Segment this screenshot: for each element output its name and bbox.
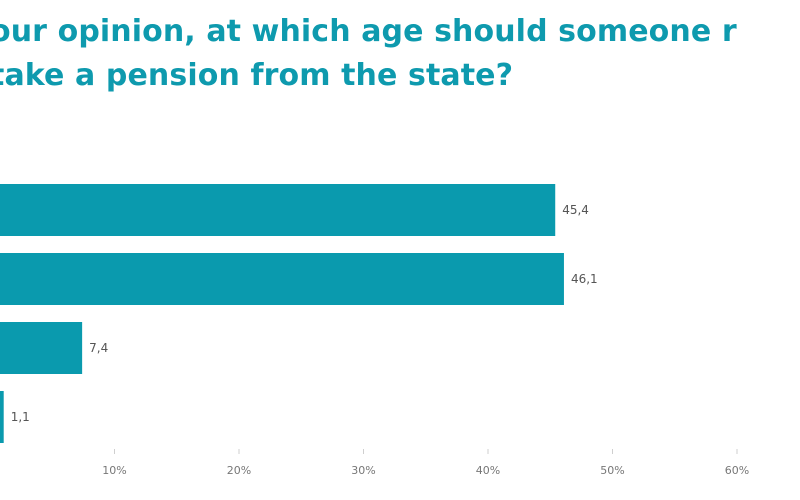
- bar-value-label: 45,4: [562, 203, 589, 217]
- chart-title: our opinion, at which age should someone…: [0, 10, 800, 98]
- x-tick-label: 60%: [725, 464, 749, 477]
- bar: [0, 253, 564, 305]
- x-tick-label: 50%: [600, 464, 624, 477]
- bars-group: [0, 184, 564, 443]
- value-labels-group: 45,4 46,1 7,4 1,1: [11, 203, 598, 424]
- bar-value-label: 46,1: [571, 272, 598, 286]
- chart-title-line-2: take a pension from the state?: [0, 58, 514, 93]
- x-axis-labels: 10% 20% 30% 40% 50% 60%: [102, 464, 749, 477]
- chart-title-line-1: our opinion, at which age should someone…: [0, 14, 737, 49]
- x-tick-label: 10%: [102, 464, 126, 477]
- bar: [0, 391, 4, 443]
- x-tick-label: 40%: [476, 464, 500, 477]
- bar-value-label: 1,1: [11, 410, 30, 424]
- bar-value-label: 7,4: [89, 341, 108, 355]
- x-axis-ticks: [114, 449, 738, 454]
- x-tick-label: 30%: [351, 464, 375, 477]
- x-tick-label: 20%: [227, 464, 251, 477]
- bar: [0, 322, 83, 374]
- bar: [0, 184, 556, 236]
